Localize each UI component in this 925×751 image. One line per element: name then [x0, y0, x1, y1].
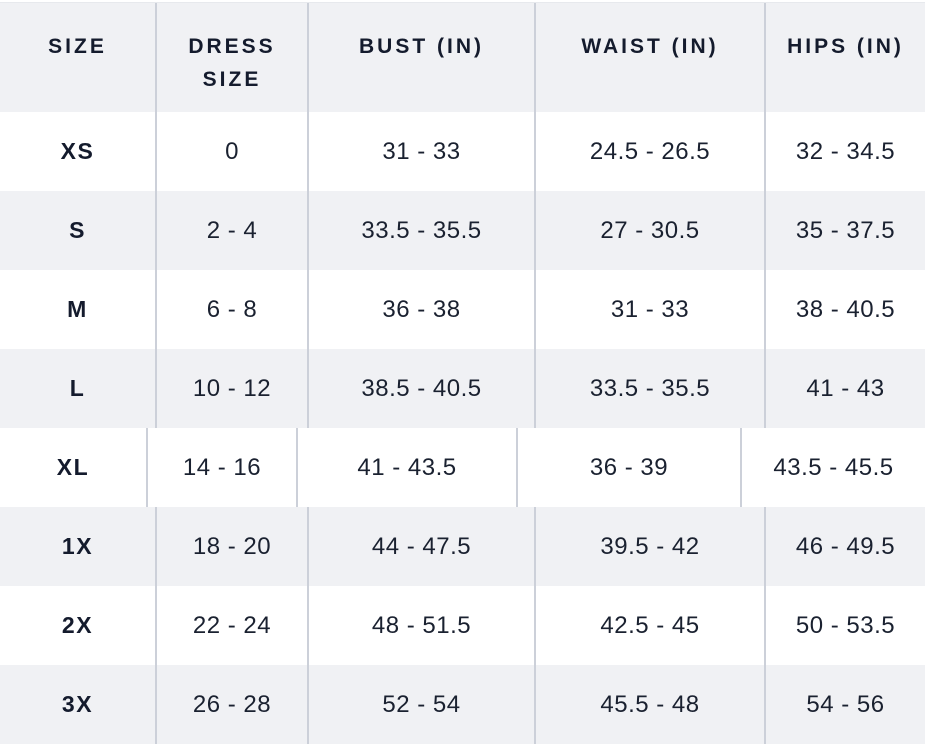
- table-row-xl: XL 14 - 16 41 - 43.5 36 - 39 43.5 - 45.5: [0, 428, 925, 507]
- cell-size: S: [69, 217, 86, 243]
- cell-waist: 45.5 - 48: [534, 665, 764, 744]
- cell-bust: 44 - 47.5: [307, 507, 534, 586]
- cell-size: 3X: [61, 691, 94, 717]
- cell-waist: 27 - 30.5: [534, 191, 764, 270]
- column-header-waist: WAIST (IN): [534, 3, 764, 112]
- cell-waist: 24.5 - 26.5: [534, 112, 764, 191]
- cell-waist: 39.5 - 42: [534, 507, 764, 586]
- cell-dress-size: 22 - 24: [155, 586, 307, 665]
- cell-size: XS: [60, 138, 95, 164]
- cell-bust: 33.5 - 35.5: [307, 191, 534, 270]
- cell-hips: 46 - 49.5: [764, 507, 925, 586]
- cell-bust: 36 - 38: [307, 270, 534, 349]
- cell-dress-size: 0: [155, 112, 307, 191]
- cell-waist: 36 - 39: [516, 428, 740, 507]
- cell-size: 2X: [61, 612, 94, 638]
- cell-hips: 54 - 56: [764, 665, 925, 744]
- cell-hips: 35 - 37.5: [764, 191, 925, 270]
- cell-size: L: [69, 375, 86, 401]
- cell-hips: 32 - 34.5: [764, 112, 925, 191]
- cell-size: 1X: [61, 533, 94, 559]
- cell-hips: 41 - 43: [764, 349, 925, 428]
- table-row-3x: 3X 26 - 28 52 - 54 45.5 - 48 54 - 56: [0, 665, 925, 744]
- column-header-size: SIZE: [48, 35, 107, 58]
- cell-hips: 43.5 - 45.5: [740, 428, 925, 507]
- cell-waist: 42.5 - 45: [534, 586, 764, 665]
- column-header-bust: BUST (IN): [307, 3, 534, 112]
- table-row-2x: 2X 22 - 24 48 - 51.5 42.5 - 45 50 - 53.5: [0, 586, 925, 665]
- cell-hips: 50 - 53.5: [764, 586, 925, 665]
- cell-dress-size: 10 - 12: [155, 349, 307, 428]
- table-row-xs: XS 0 31 - 33 24.5 - 26.5 32 - 34.5: [0, 112, 925, 191]
- table-body: XS 0 31 - 33 24.5 - 26.5 32 - 34.5 S 2 - 4 33.5…: [0, 112, 925, 744]
- cell-dress-size: 6 - 8: [155, 270, 307, 349]
- cell-bust: 31 - 33: [307, 112, 534, 191]
- cell-bust: 48 - 51.5: [307, 586, 534, 665]
- column-header-dress-size: DRESS SIZE: [155, 3, 307, 112]
- cell-hips: 38 - 40.5: [764, 270, 925, 349]
- table-row-1x: 1X 18 - 20 44 - 47.5 39.5 - 42 46 - 49.5: [0, 507, 925, 586]
- table-row-s: S 2 - 4 33.5 - 35.5 27 - 30.5 35 - 37.5: [0, 191, 925, 270]
- cell-dress-size: 14 - 16: [146, 428, 296, 507]
- cell-dress-size: 26 - 28: [155, 665, 307, 744]
- table-header-row: SIZE DRESS SIZE BUST (IN) WAIST (IN) HIP…: [0, 3, 925, 112]
- cell-size: M: [67, 296, 88, 322]
- table-row-l: L 10 - 12 38.5 - 40.5 33.5 - 35.5 41 - 43: [0, 349, 925, 428]
- cell-dress-size: 18 - 20: [155, 507, 307, 586]
- cell-bust: 38.5 - 40.5: [307, 349, 534, 428]
- cell-size: XL: [56, 454, 90, 480]
- cell-waist: 33.5 - 35.5: [534, 349, 764, 428]
- cell-waist: 31 - 33: [534, 270, 764, 349]
- table-row-m: M 6 - 8 36 - 38 31 - 33 38 - 40.5: [0, 270, 925, 349]
- cell-bust: 52 - 54: [307, 665, 534, 744]
- cell-bust: 41 - 43.5: [296, 428, 516, 507]
- column-header-hips: HIPS (IN): [764, 3, 925, 112]
- cell-dress-size: 2 - 4: [155, 191, 307, 270]
